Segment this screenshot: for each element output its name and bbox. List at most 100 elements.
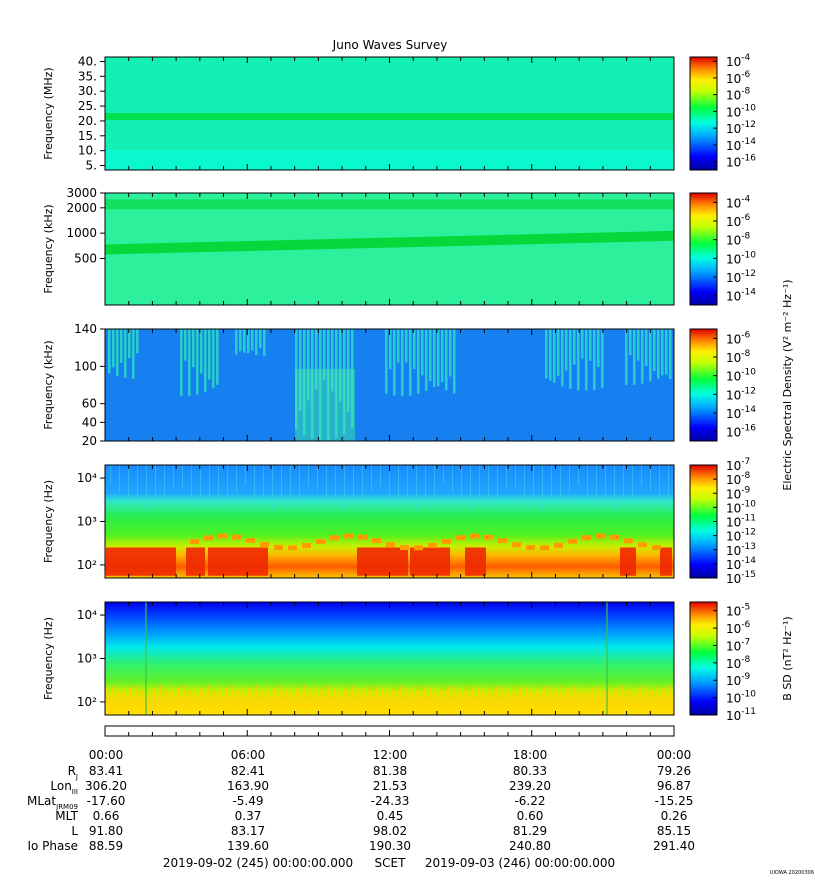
emission-streak — [132, 329, 135, 380]
spike-texture — [388, 694, 390, 702]
emission-streak — [335, 329, 338, 439]
emission-streak — [216, 329, 219, 385]
spike-texture — [412, 694, 414, 702]
spike-texture — [335, 465, 336, 508]
spike-texture — [598, 686, 600, 702]
spike-texture — [334, 688, 336, 702]
spike-texture — [316, 695, 318, 702]
spike-texture — [562, 692, 564, 702]
spike-texture — [385, 686, 387, 702]
colorbar-tick-label: 10-13 — [726, 542, 756, 558]
spike-texture — [346, 689, 348, 702]
emission-streak — [553, 329, 556, 383]
ephemeris-value: 0.37 — [235, 809, 262, 823]
colorbar-tick-label: 10-10 — [726, 690, 756, 706]
spike-texture — [565, 688, 567, 702]
spike-texture — [256, 685, 258, 702]
emission-blob — [512, 542, 521, 548]
spike-texture — [469, 689, 471, 702]
spike-texture — [128, 465, 129, 503]
spike-texture — [424, 685, 426, 702]
emission-blob — [470, 533, 479, 539]
emission-streak — [577, 329, 580, 391]
emission-streak — [665, 329, 668, 375]
spike-texture — [169, 685, 171, 702]
spike-texture — [457, 687, 459, 702]
ephemeris-value: -6.22 — [514, 794, 545, 808]
spike-texture — [604, 690, 606, 702]
spike-texture — [286, 688, 288, 702]
spike-texture — [634, 693, 636, 702]
colorbar-tick-label: 10-16 — [726, 154, 756, 170]
spike-texture — [109, 695, 111, 702]
figure-title: Juno Waves Survey — [332, 38, 448, 52]
spike-texture — [583, 685, 585, 702]
colorbar-tick-label: 10-7 — [726, 637, 750, 653]
emission-blob — [344, 533, 353, 539]
spike-texture — [475, 694, 477, 702]
spike-texture — [542, 465, 543, 511]
spike-texture — [209, 465, 210, 511]
spike-texture — [520, 686, 522, 702]
spike-texture — [355, 692, 357, 702]
ephemeris-value: -24.33 — [371, 794, 410, 808]
emission-streak — [116, 329, 119, 376]
spike-texture — [551, 465, 552, 509]
emission-streak — [397, 329, 400, 363]
spike-texture — [641, 465, 642, 487]
colorbar-tick-label: 10-15 — [726, 570, 756, 586]
spike-texture — [299, 465, 300, 498]
time-label: 12:00 — [373, 748, 408, 762]
spike-texture — [254, 465, 255, 496]
emission-blob — [414, 545, 423, 551]
spike-texture — [337, 686, 339, 702]
spike-texture — [382, 687, 384, 702]
spike-texture — [556, 691, 558, 702]
emission-streak — [557, 329, 560, 376]
emission-streak — [343, 329, 346, 435]
colorbar-tick-label: 10-10 — [726, 250, 756, 266]
spike-texture — [580, 691, 582, 702]
spike-texture — [535, 685, 537, 702]
spike-texture — [184, 685, 186, 702]
colorbar-tick-label: 10-14 — [726, 137, 756, 153]
colorbar-tick-label: 10-16 — [726, 424, 756, 440]
spike-texture — [553, 688, 555, 702]
intense-emission-block — [465, 547, 486, 576]
spike-texture — [478, 686, 480, 702]
emission-streak — [633, 329, 636, 385]
spike-texture — [523, 695, 525, 702]
ephemeris-value: -15.25 — [655, 794, 694, 808]
ephemeris-value: 139.60 — [227, 839, 269, 853]
spike-texture — [154, 686, 156, 702]
colorbar-tick-label: 10-8 — [726, 471, 751, 487]
spectrogram-panel-3: 140 100 60 40 20 Frequency (kHz) — [42, 322, 675, 448]
spike-texture — [124, 692, 126, 702]
spike-texture — [344, 465, 345, 511]
emission-streak — [645, 329, 648, 367]
emission-streak — [569, 329, 572, 389]
y-tick-label: 25. — [78, 99, 97, 113]
ephemeris-value: 81.38 — [373, 764, 407, 778]
spike-texture — [511, 685, 513, 702]
emission-blob — [316, 539, 325, 545]
spike-texture — [376, 685, 378, 702]
emission-blob — [582, 535, 591, 541]
spike-texture — [307, 691, 309, 702]
emission-streak — [445, 329, 448, 391]
spike-texture — [317, 465, 318, 492]
y-axis-label: Frequency (kHz) — [42, 204, 55, 293]
emission-streak — [565, 329, 568, 371]
spectrogram-panel-1: 40.35.30.25.20.15.10.5. Frequency (MHz) — [42, 54, 675, 173]
emission-streak — [429, 329, 432, 382]
emission-streak — [212, 329, 215, 389]
spike-texture — [601, 689, 603, 702]
spike-texture — [643, 694, 645, 702]
colorbar-gradient — [689, 601, 718, 716]
ephemeris-value: 85.15 — [657, 824, 691, 838]
ephemeris-value: 0.45 — [377, 809, 404, 823]
colorbar-tick-label: 10-5 — [726, 603, 750, 619]
